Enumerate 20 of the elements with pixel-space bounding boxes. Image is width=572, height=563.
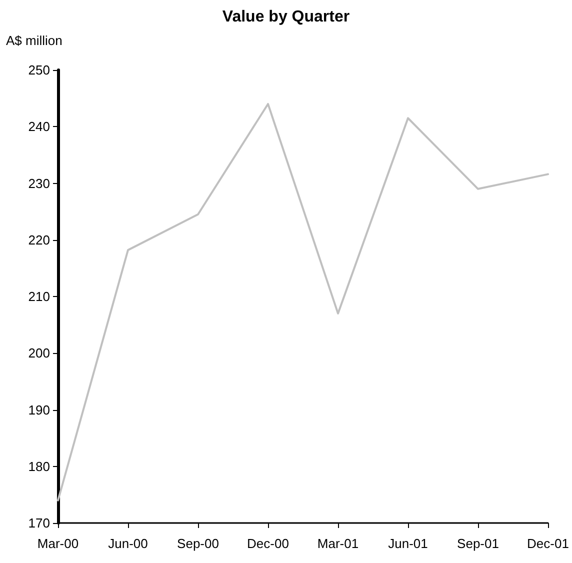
y-tick-label: 190 — [28, 402, 50, 418]
x-tick-label: Sep-00 — [177, 536, 219, 551]
y-tick-label: 220 — [28, 232, 50, 248]
y-tick-label: 170 — [28, 516, 50, 530]
y-axis-title: A$ million — [6, 33, 62, 48]
x-tick-label: Dec-01 — [527, 536, 569, 551]
x-tick-label: Sep-01 — [457, 536, 499, 551]
y-tick-label: 230 — [28, 176, 50, 191]
x-tick-label: Jun-01 — [388, 536, 428, 551]
y-tick-label: 200 — [28, 346, 50, 361]
y-tick-label: 180 — [28, 458, 50, 474]
x-tick-label: Mar-01 — [317, 536, 359, 551]
y-tick-label: 250 — [28, 62, 50, 78]
x-tick-label: Jun-00 — [108, 536, 148, 551]
chart-title: Value by Quarter — [222, 8, 350, 26]
y-tick-label: 240 — [28, 119, 50, 134]
y-tick-label: 210 — [28, 289, 50, 304]
x-tick-label: Dec-00 — [247, 536, 289, 551]
x-tick-label: Mar-00 — [37, 536, 79, 551]
line-series — [57, 102, 549, 502]
